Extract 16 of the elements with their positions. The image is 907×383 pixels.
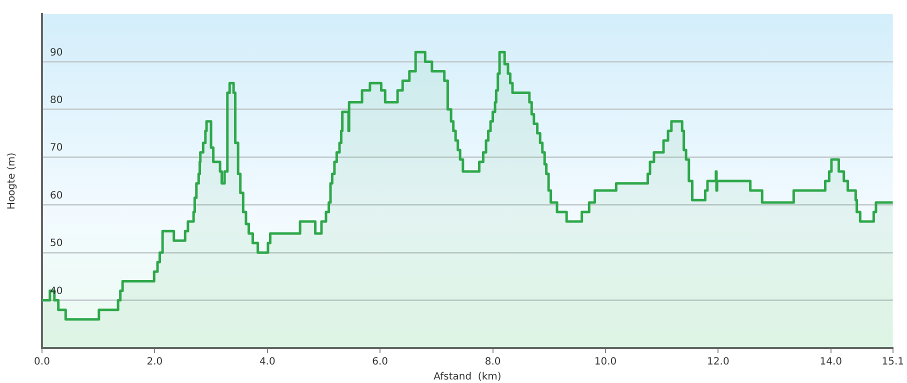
x-tick-label: 6.0	[372, 356, 388, 368]
x-tick-label: 4.0	[259, 356, 276, 368]
x-tick-label: 12.0	[707, 356, 730, 368]
x-tick-label: 0.0	[34, 356, 50, 368]
x-tick-label: 8.0	[484, 356, 501, 368]
y-tick-label: 80	[50, 95, 63, 106]
y-axis-title: Hoogte (m)	[6, 152, 18, 210]
y-tick-label: 60	[50, 190, 63, 202]
x-tick-label: 2.0	[146, 356, 163, 368]
y-tick-label: 70	[50, 142, 63, 154]
x-tick-label: 10.0	[594, 356, 617, 368]
y-tick-label: 50	[50, 238, 63, 250]
y-tick-label: 90	[50, 47, 63, 58]
x-tick-label: 14.0	[820, 356, 842, 368]
x-tick-label: 15.1	[882, 356, 904, 368]
x-axis-title: Afstand (km)	[434, 372, 502, 383]
